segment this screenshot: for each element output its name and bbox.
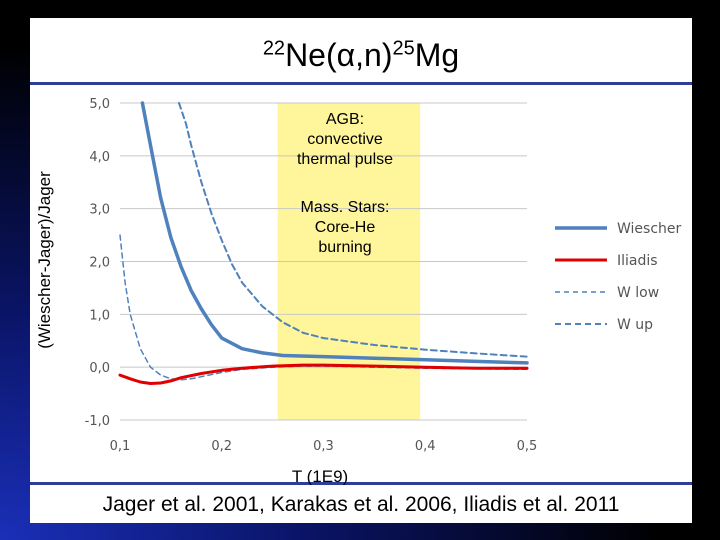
x-tick-label: 0,2 bbox=[211, 439, 232, 454]
legend-label: Iliadis bbox=[617, 253, 658, 269]
annotation-agb-line2: convective bbox=[307, 131, 383, 148]
title-alpha: α bbox=[336, 36, 356, 73]
title-element-ne: Ne( bbox=[285, 36, 337, 73]
x-tick-label: 0,3 bbox=[313, 439, 334, 454]
y-tick-label: 1,0 bbox=[89, 308, 110, 323]
series-line-wiescher bbox=[140, 101, 529, 365]
x-tick-label: 0,1 bbox=[110, 439, 131, 454]
annotation-massive-line3: burning bbox=[318, 239, 372, 256]
annotation-agb-line1: AGB: bbox=[325, 111, 365, 128]
title-box: 22Ne(α,n)25Mg bbox=[30, 18, 692, 78]
legend-label: W low bbox=[617, 285, 659, 301]
y-tick-label: 5,0 bbox=[89, 97, 110, 112]
y-tick-label: 2,0 bbox=[89, 256, 110, 271]
y-tick-label: 4,0 bbox=[89, 150, 110, 165]
y-tick-label: -1,0 bbox=[85, 414, 110, 429]
title-mass-25: 25 bbox=[392, 37, 415, 59]
annotation-massive-stars: Mass. Stars: Core-He burning bbox=[280, 198, 410, 258]
title-mid: ,n) bbox=[355, 36, 393, 73]
annotation-massive-line2: Core-He bbox=[314, 219, 376, 236]
citation-footer: Jager et al. 2001, Karakas et al. 2006, … bbox=[30, 485, 692, 523]
y-axis-label: (Wiescher-Jager)/Jager bbox=[35, 171, 54, 349]
slide-title: 22Ne(α,n)25Mg bbox=[263, 37, 459, 73]
legend-label: W up bbox=[617, 317, 653, 333]
x-tick-label: 0,4 bbox=[415, 439, 436, 454]
annotation-agb: AGB: convective thermal pulse bbox=[280, 110, 410, 170]
y-tick-label: 3,0 bbox=[89, 203, 110, 218]
series-line-w-up bbox=[178, 102, 528, 358]
annotation-agb-line3: thermal pulse bbox=[296, 151, 394, 168]
title-element-mg: Mg bbox=[414, 36, 460, 73]
series-line-iliadis bbox=[118, 363, 529, 385]
x-tick-label: 0,5 bbox=[517, 439, 538, 454]
x-axis-label: T (1E9) bbox=[291, 467, 349, 486]
title-mass-22: 22 bbox=[262, 37, 286, 59]
annotation-massive-line1: Mass. Stars: bbox=[300, 199, 390, 216]
legend-label: Wiescher bbox=[617, 221, 682, 237]
y-tick-label: 0,0 bbox=[89, 361, 110, 376]
